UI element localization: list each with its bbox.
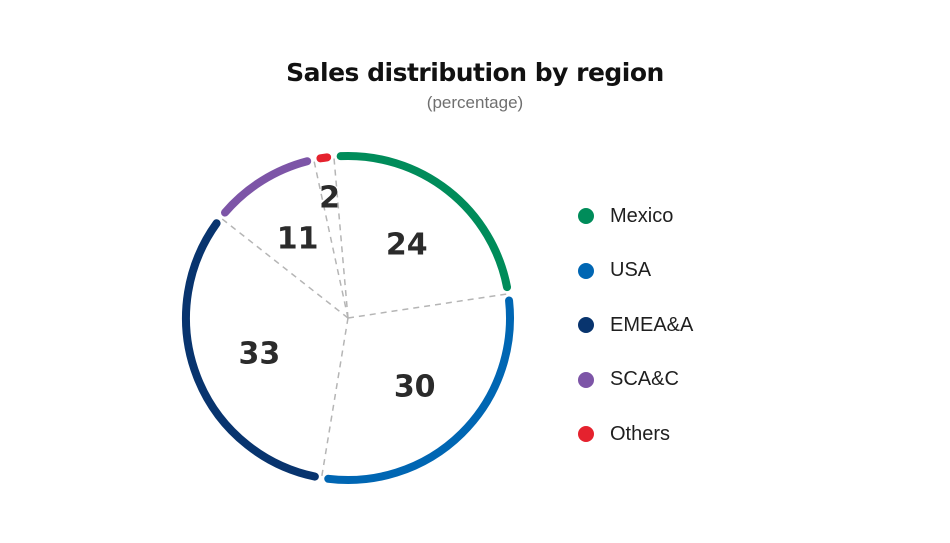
legend-swatch-usa xyxy=(578,262,594,279)
legend-swatch-others xyxy=(578,426,594,442)
data-label-emea-a: 33 xyxy=(239,336,281,371)
legend-item-others[interactable]: Others xyxy=(578,418,828,450)
legend-label-emea: EMEA&A xyxy=(610,313,694,336)
legend-label-mexico: Mexico xyxy=(610,204,674,227)
data-label-sca-c: 11 xyxy=(277,221,319,256)
pie-slice-sca-c[interactable] xyxy=(221,157,312,217)
slice-divider-5 xyxy=(313,159,349,319)
legend-item-mexico[interactable]: Mexico xyxy=(578,200,828,232)
legend-swatch-emea xyxy=(578,317,594,333)
slice-divider-4 xyxy=(220,217,349,319)
slice-divider-3 xyxy=(320,317,349,478)
legend-label-usa: USA xyxy=(610,259,652,281)
data-label-mexico: 24 xyxy=(386,227,428,262)
chart-legend: Mexico USA EMEA&A SCA&C Others xyxy=(578,200,828,473)
legend-swatch-scac xyxy=(578,371,594,388)
chart-subtitle: (percentage) xyxy=(426,93,524,112)
pie-slice-usa[interactable] xyxy=(324,296,514,484)
pie-slice-others[interactable] xyxy=(316,153,332,163)
pie-slice-mexico[interactable] xyxy=(336,152,512,292)
data-label-others: 2 xyxy=(319,180,340,215)
legend-swatch-mexico xyxy=(578,208,594,224)
slice-divider-2 xyxy=(347,293,509,319)
slice-divider-1 xyxy=(333,156,349,319)
legend-item-emea[interactable]: EMEA&A xyxy=(578,309,828,341)
data-label-usa: 30 xyxy=(394,370,436,405)
legend-label-scac: SCA&C xyxy=(610,368,679,390)
chart-title: Sales distribution by region xyxy=(286,58,664,87)
pie-slice-emea-a[interactable] xyxy=(182,219,319,481)
legend-label-others: Others xyxy=(610,422,671,445)
legend-item-scac[interactable]: SCA&C xyxy=(578,364,828,396)
legend-item-usa[interactable]: USA xyxy=(578,255,828,287)
